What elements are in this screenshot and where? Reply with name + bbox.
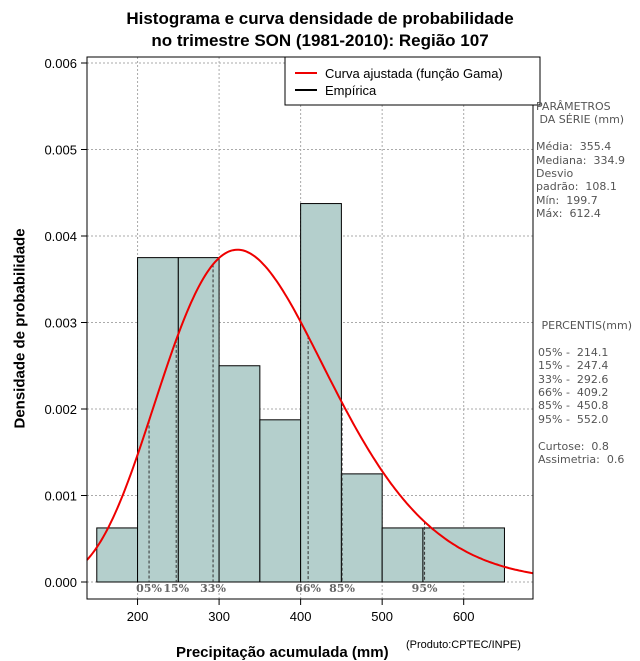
percentile-label: 05% [136,582,162,595]
histogram-bar [300,203,342,583]
legend-label: Empírica [325,83,377,98]
y-tick-label: 0.006 [44,56,77,71]
x-tick-label: 400 [290,609,312,624]
curve-layer [86,248,534,575]
legend-label: Curva ajustada (função Gama) [325,66,503,81]
x-axis-label: Precipitação acumulada (mm) [176,644,389,661]
bars-layer [96,203,505,583]
percentile-layer: 05% 15% 33% 66% 85% 95% [136,264,438,595]
x-tick-label: 500 [371,609,393,624]
percentile-label: 33% [200,582,226,595]
y-tick-label: 0.003 [44,316,77,331]
histogram-bar [218,365,261,583]
chart-title-line2: no trimestre SON (1981-2010): Região 107 [151,31,489,50]
histogram-bar [381,527,424,583]
histogram-bar [177,257,220,583]
legend: Curva ajustada (função Gama) Empírica [284,56,541,106]
gamma-fit-curve [86,248,534,575]
percentile-label: 66% [295,582,321,595]
y-axis-label: Densidade de probabilidade [11,228,29,429]
axes-layer: 0.000 0.001 0.002 0.003 0.004 0.005 0.006 200 30… [44,56,534,624]
histogram-bar [137,257,179,583]
percentile-label: 15% [163,582,189,595]
x-tick-label: 200 [127,609,149,624]
x-tick-label: 600 [453,609,475,624]
histogram-bar [340,473,383,583]
y-tick-label: 0.004 [44,229,77,244]
y-tick-label: 0.002 [44,402,77,417]
percentile-label: 85% [329,582,355,595]
percentis-panel: PERCENTIS(mm) 05% - 214.1 15% - 247.4 33… [538,319,632,467]
stats-panel: PARÂMETROS DA SÉRIE (mm) Média: 355.4 Me… [536,100,625,221]
x-tick-label: 300 [208,609,230,624]
y-tick-label: 0.005 [44,143,77,158]
legend-box [284,56,541,106]
chart-title-line1: Histograma e curva densidade de probabil… [126,9,514,28]
histogram-bar [259,419,302,583]
histogram-bar [422,527,505,583]
y-tick-label: 0.001 [44,489,77,504]
credit-text: (Produto:CPTEC/INPE) [406,639,521,651]
y-tick-label: 0.000 [44,575,77,590]
percentile-label: 95% [412,582,438,595]
